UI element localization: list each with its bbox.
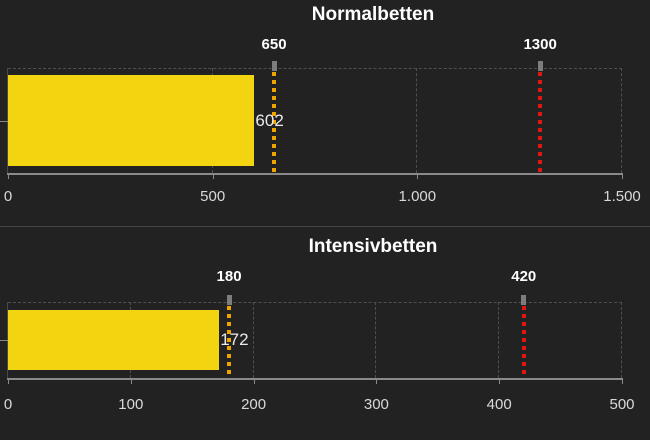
x-axis-label: 200 (241, 396, 267, 413)
x-axis-line (7, 173, 623, 175)
x-axis-label: 500 (200, 188, 226, 205)
gridline (621, 68, 622, 173)
chart-intensivbetten: Intensivbetten 180 420 172 0 100 200 300 400 500 (0, 227, 650, 440)
marker-line-limit (521, 306, 526, 378)
plot-top-border (8, 68, 622, 69)
section-divider (0, 226, 650, 227)
value-bar (8, 310, 220, 370)
marker-cap-target (271, 61, 277, 71)
chart-title-normalbetten: Normalbetten (311, 4, 435, 25)
gridline (252, 302, 254, 378)
marker-label-target: 650 (261, 36, 287, 53)
x-axis-tick (622, 173, 623, 179)
x-axis-tick (622, 378, 623, 384)
marker-cap-target (226, 295, 232, 305)
gridline (498, 302, 500, 378)
marker-cap-limit (537, 61, 543, 71)
x-axis-tick (253, 378, 255, 384)
chart-title-intensivbetten: Intensivbetten (308, 236, 438, 257)
x-axis-line (7, 378, 623, 380)
x-axis-label: 1.500 (603, 188, 641, 205)
x-axis-tick (499, 378, 501, 384)
gridline (621, 302, 622, 378)
marker-cap-limit (521, 295, 527, 305)
x-axis-tick (8, 378, 9, 384)
marker-label-target: 180 (216, 268, 242, 285)
x-axis-tick (8, 173, 9, 179)
x-axis-tick (376, 378, 378, 384)
x-axis-label: 100 (118, 396, 144, 413)
x-axis-tick (417, 173, 419, 179)
x-axis-tick (212, 173, 214, 179)
gridline (416, 68, 418, 173)
x-axis-label: 0 (3, 396, 13, 413)
y-axis-tick (0, 340, 8, 341)
marker-label-limit: 420 (511, 268, 537, 285)
x-axis-tick (130, 378, 132, 384)
gridline (375, 302, 377, 378)
x-axis-label: 400 (486, 396, 512, 413)
x-axis-label: 1.000 (398, 188, 437, 205)
x-axis-label: 0 (3, 188, 13, 205)
marker-line-limit (538, 72, 543, 173)
plot-top-border (8, 302, 622, 303)
bar-value-label: 602 (255, 110, 284, 130)
x-axis-label: 300 (363, 396, 389, 413)
y-axis-tick (0, 120, 8, 122)
marker-line-target (227, 306, 232, 378)
marker-line-target (272, 72, 277, 173)
chart-normalbetten: Normalbetten 650 1300 602 0 500 1.000 1.500 (0, 4, 641, 205)
bar-value-label: 172 (220, 330, 249, 349)
marker-label-limit: 1300 (523, 36, 557, 53)
value-bar (8, 75, 255, 166)
x-axis-label: 500 (609, 396, 635, 413)
